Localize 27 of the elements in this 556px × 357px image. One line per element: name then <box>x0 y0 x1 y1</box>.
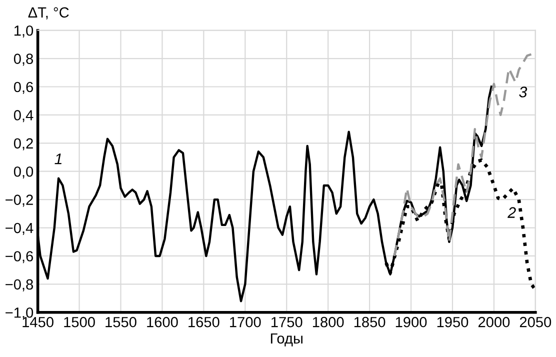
x-tick-label: 1950 <box>437 316 468 328</box>
x-axis-title: Годы <box>270 333 302 346</box>
y-tick-label: 0,4 <box>14 110 34 122</box>
y-tick-label: 1,0 <box>14 25 34 38</box>
y-tick-label: −0,2 <box>6 194 33 207</box>
y-tick-label: −0,4 <box>6 222 34 235</box>
y-tick-label: −0,6 <box>6 251 33 264</box>
series-label: 1 <box>54 154 62 164</box>
x-tick-label: 1500 <box>64 316 95 328</box>
x-tick-label: 1800 <box>312 316 344 328</box>
y-tick-label: 0,2 <box>14 138 33 150</box>
x-tick-label: 1900 <box>396 316 427 328</box>
y-tick-label: 0,6 <box>14 82 33 94</box>
x-tick-label: 1750 <box>272 316 302 328</box>
series-label: 3 <box>519 86 528 98</box>
x-tick-label: 1700 <box>230 316 261 328</box>
x-tick-label: 1550 <box>106 316 136 328</box>
y-tick-label: −0,8 <box>6 279 34 292</box>
y-axis-title: ΔT, °C <box>28 7 69 20</box>
x-tick-label: 2000 <box>478 316 510 328</box>
y-tick-label: 0,0 <box>14 166 34 179</box>
x-tick-label: 1650 <box>188 316 220 328</box>
y-tick-label: 0,8 <box>14 54 34 66</box>
x-tick-label: 1850 <box>354 316 386 328</box>
x-tick-label: 2050 <box>520 316 552 328</box>
series-label: 2 <box>508 207 516 218</box>
x-tick-label: 1600 <box>147 316 178 328</box>
